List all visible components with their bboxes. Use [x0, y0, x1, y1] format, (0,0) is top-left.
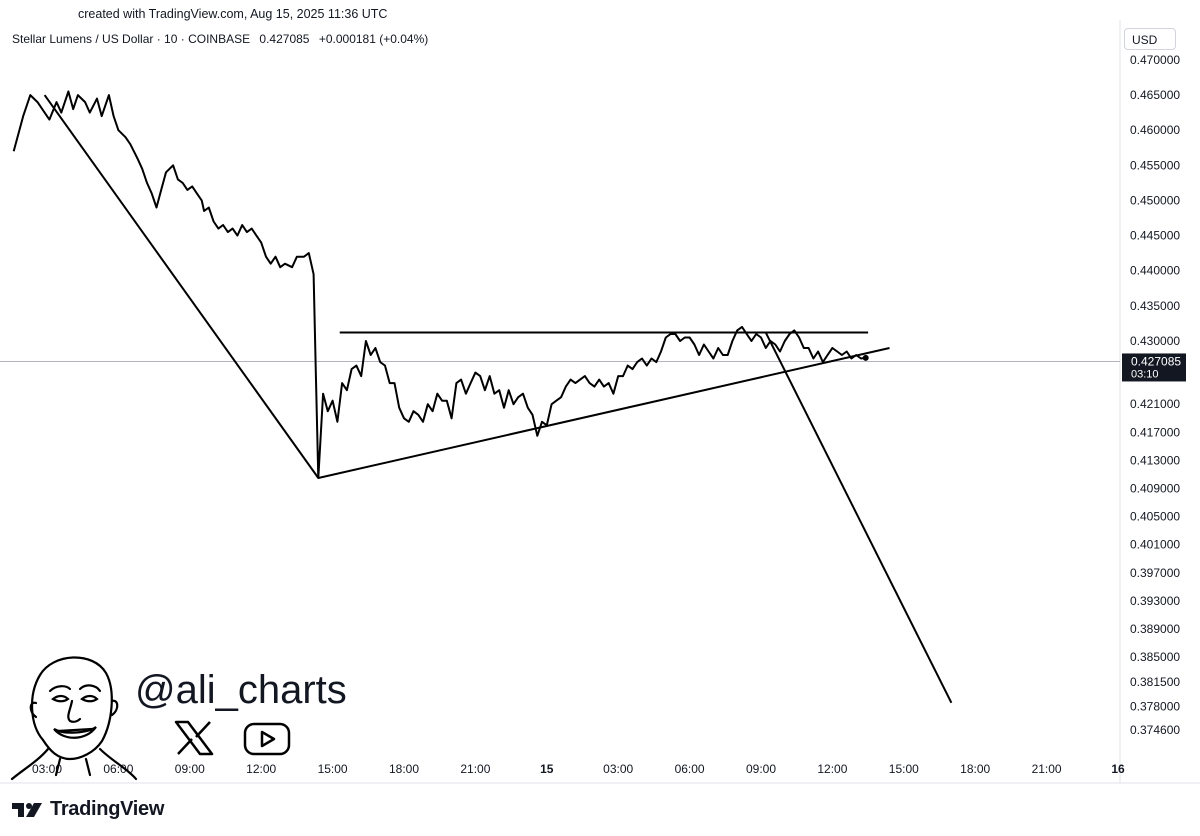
symbol-legend: Stellar Lumens / US Dollar · 10 · COINBA…	[12, 32, 434, 46]
support-line	[318, 347, 890, 479]
y-tick-label: 0.409000	[1130, 482, 1180, 496]
price-badge-countdown: 03:10	[1131, 368, 1159, 380]
currency-button[interactable]: USD	[1124, 28, 1176, 50]
y-tick-label: 0.445000	[1130, 229, 1180, 243]
price-badge-value: 0.427085	[1131, 354, 1181, 368]
x-logo-icon	[174, 720, 214, 761]
x-tick-label: 03:00	[32, 762, 62, 776]
price-axis[interactable]: 0.470000 0.465000 0.460000 0.455000 0.450000…	[1130, 53, 1180, 737]
y-tick-label: 0.413000	[1130, 453, 1180, 467]
price-change: +0.000181 (+0.04%)	[318, 32, 429, 46]
projection-line	[764, 332, 953, 704]
price-badge-background	[1122, 353, 1186, 382]
last-price-marker	[862, 354, 869, 361]
y-tick-label: 0.417000	[1130, 425, 1180, 439]
y-tick-label: 0.430000	[1130, 334, 1180, 348]
tradingview-wordmark: TradingView	[50, 798, 165, 820]
price-series-line	[12, 90, 866, 479]
y-tick-label: 0.393000	[1130, 594, 1180, 608]
y-tick-label: 0.435000	[1130, 299, 1180, 313]
x-tick-label: 15:00	[318, 762, 348, 776]
x-tick-label: 06:00	[675, 762, 705, 776]
y-tick-label: 0.389000	[1130, 622, 1180, 636]
y-tick-label: 0.385000	[1130, 650, 1180, 664]
y-tick-label: 0.455000	[1130, 158, 1180, 172]
y-tick-label: 0.397000	[1130, 566, 1180, 580]
x-tick-label: 18:00	[389, 762, 419, 776]
price-badge: 0.427085 03:10	[1122, 353, 1186, 382]
symbol-name[interactable]: Stellar Lumens / US Dollar · 10 · COINBA…	[12, 32, 251, 46]
last-price: 0.427085	[259, 32, 310, 46]
x-tick-label: 09:00	[746, 762, 776, 776]
y-tick-label: 0.381500	[1130, 675, 1180, 689]
x-tick-label: 18:00	[960, 762, 990, 776]
created-with-label: created with TradingView.com, Aug 15, 20…	[78, 7, 388, 21]
time-axis[interactable]: 03:00 06:00 09:00 12:00 15:00 18:00 21:00 15 03:…	[32, 762, 1125, 776]
y-tick-label: 0.374600	[1130, 723, 1180, 737]
tradingview-logo-icon	[12, 802, 42, 817]
y-tick-label: 0.450000	[1130, 193, 1180, 207]
y-tick-label: 0.460000	[1130, 123, 1180, 137]
x-tick-label: 15	[540, 762, 554, 776]
x-tick-label: 09:00	[175, 762, 205, 776]
downtrend-line	[43, 94, 320, 479]
x-tick-label: 15:00	[889, 762, 919, 776]
drawing-layer	[43, 94, 953, 704]
x-tick-label: 21:00	[1032, 762, 1062, 776]
x-tick-label: 12:00	[246, 762, 276, 776]
y-tick-label: 0.465000	[1130, 88, 1180, 102]
y-tick-label: 0.378000	[1130, 699, 1180, 713]
x-tick-label: 21:00	[460, 762, 490, 776]
x-tick-label: 06:00	[103, 762, 133, 776]
y-tick-label: 0.440000	[1130, 264, 1180, 278]
tradingview-brand: TradingView	[12, 798, 164, 821]
y-tick-label: 0.421000	[1130, 397, 1180, 411]
youtube-logo-icon	[243, 722, 291, 761]
y-tick-label: 0.405000	[1130, 510, 1180, 524]
y-tick-label: 0.470000	[1130, 53, 1180, 67]
x-tick-label: 16	[1111, 762, 1125, 776]
watermark-handle: @ali_charts	[135, 668, 347, 712]
x-tick-label: 12:00	[817, 762, 847, 776]
face-illustration-icon	[8, 645, 138, 790]
y-tick-label: 0.401000	[1130, 538, 1180, 552]
x-tick-label: 03:00	[603, 762, 633, 776]
